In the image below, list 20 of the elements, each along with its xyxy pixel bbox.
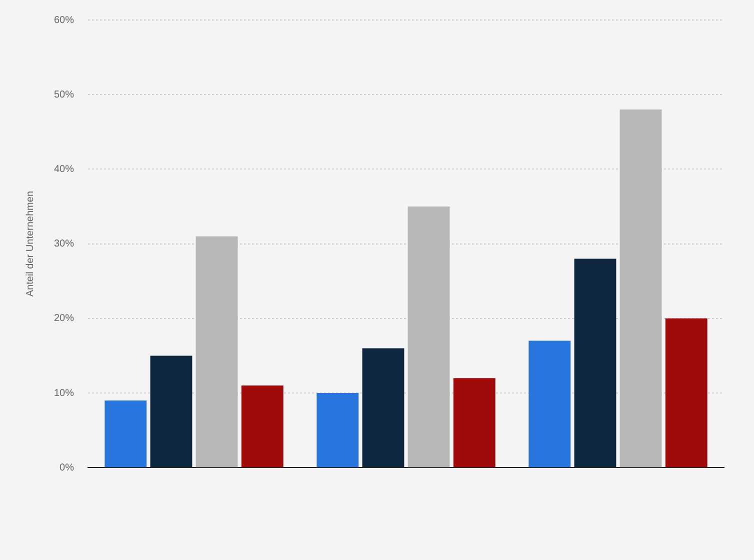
bar — [574, 258, 616, 468]
bar — [620, 110, 662, 468]
bar — [453, 378, 496, 468]
bar — [241, 386, 284, 468]
y-tick-label: 20% — [54, 313, 74, 324]
y-axis-title: Anteil der Unternehmen — [24, 190, 36, 297]
y-tick-label: 50% — [54, 89, 74, 100]
bar — [528, 340, 571, 468]
bar — [150, 356, 192, 468]
y-tick-label: 0% — [60, 462, 74, 474]
y-tick-label: 10% — [54, 388, 74, 399]
bar — [104, 400, 147, 468]
y-tick-label: 60% — [54, 14, 74, 26]
bar — [362, 348, 404, 468]
bar — [408, 206, 450, 468]
bar — [665, 318, 708, 468]
y-tick-label: 40% — [54, 164, 74, 175]
bar — [316, 393, 359, 468]
bar — [196, 236, 238, 468]
y-tick-label: 30% — [54, 238, 74, 250]
